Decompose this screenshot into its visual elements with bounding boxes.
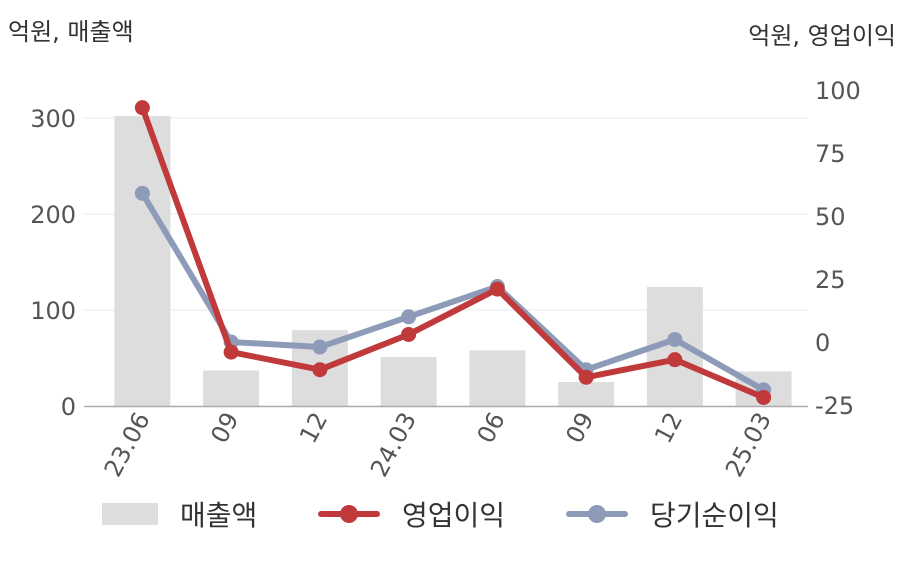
legend-swatch-revenue bbox=[102, 503, 158, 525]
bar-revenue bbox=[558, 382, 615, 406]
left-tick-label: 300 bbox=[30, 105, 76, 133]
right-axis-unit: 억원, 영업이익 bbox=[748, 22, 896, 50]
legend-label-revenue: 매출액 bbox=[180, 499, 258, 532]
point-operating-profit bbox=[401, 326, 417, 342]
point-net-income bbox=[667, 331, 683, 347]
point-operating-profit bbox=[134, 100, 150, 116]
right-tick-label: 75 bbox=[815, 140, 846, 168]
point-net-income bbox=[134, 185, 150, 201]
left-tick-label: 200 bbox=[30, 201, 76, 229]
point-operating-profit bbox=[312, 362, 328, 378]
legend: 매출액 영업이익 당기순이익 bbox=[0, 492, 908, 536]
left-axis-unit: 억원, 매출액 bbox=[8, 18, 134, 46]
legend-label-net-income: 당기순이익 bbox=[650, 499, 779, 532]
legend-item-operating-profit: 영업이익 bbox=[318, 492, 505, 536]
bar-revenue bbox=[469, 350, 526, 406]
legend-label-operating-profit: 영업이익 bbox=[402, 499, 506, 532]
right-tick-label: -25 bbox=[815, 392, 854, 420]
revenue-bars bbox=[114, 116, 792, 406]
legend-item-revenue: 매출액 bbox=[102, 492, 257, 536]
x-tick-label: 23.06 bbox=[99, 408, 156, 482]
point-operating-profit bbox=[667, 352, 683, 368]
right-tick-label: 25 bbox=[815, 266, 846, 294]
x-tick-label: 09 bbox=[560, 408, 599, 448]
right-tick-label: 50 bbox=[815, 203, 846, 231]
x-tick-label: 09 bbox=[205, 408, 244, 448]
right-tick-label: 100 bbox=[815, 77, 861, 105]
left-tick-label: 0 bbox=[61, 393, 76, 421]
point-net-income bbox=[401, 309, 417, 325]
legend-swatch-net-income bbox=[566, 503, 628, 525]
point-net-income bbox=[312, 339, 328, 355]
bar-revenue bbox=[203, 370, 260, 406]
x-tick-label: 24.03 bbox=[365, 408, 422, 482]
point-operating-profit bbox=[578, 369, 594, 385]
legend-item-net-income: 당기순이익 bbox=[566, 492, 779, 536]
x-tick-label: 06 bbox=[472, 408, 511, 448]
x-tick-label: 25.03 bbox=[720, 408, 777, 482]
point-operating-profit bbox=[223, 344, 239, 360]
point-operating-profit bbox=[756, 389, 772, 405]
bar-revenue bbox=[380, 357, 437, 406]
left-tick-label: 100 bbox=[30, 297, 76, 325]
line-net-income bbox=[139, 190, 767, 393]
x-tick-label: 12 bbox=[294, 408, 333, 448]
tick-labels: 0 100 200 300 -25 0 25 50 75 100 23.06 09 12 24.03 06 0… bbox=[30, 77, 861, 481]
point-operating-profit bbox=[489, 281, 505, 297]
line-operating-profit bbox=[139, 104, 767, 401]
legend-swatch-operating-profit bbox=[318, 503, 380, 525]
x-tick-label: 12 bbox=[649, 408, 688, 448]
right-tick-label: 0 bbox=[815, 329, 830, 357]
profit-lines bbox=[134, 100, 772, 405]
